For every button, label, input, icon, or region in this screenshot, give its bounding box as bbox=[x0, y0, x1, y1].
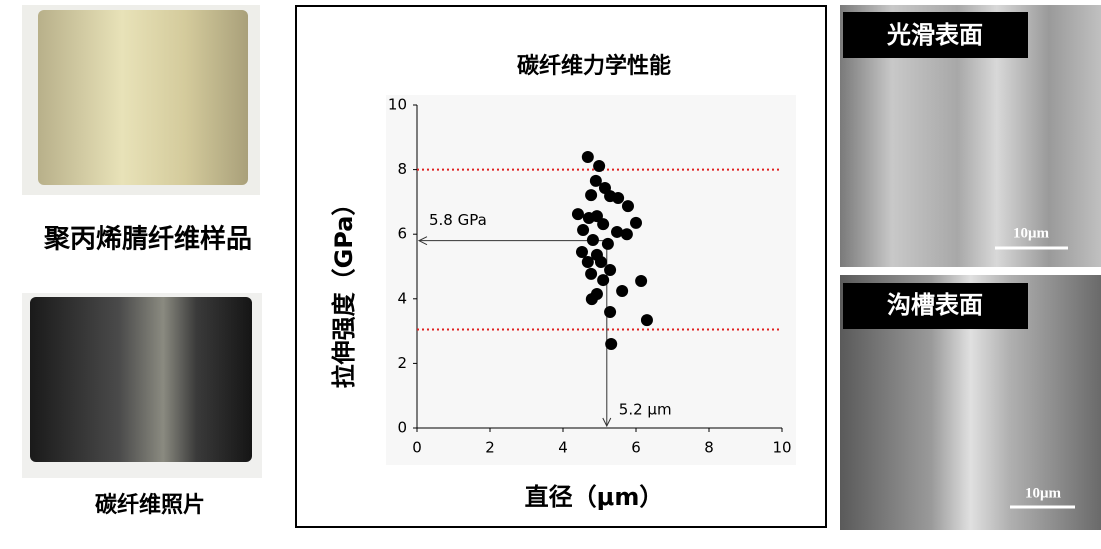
arrow-head bbox=[417, 236, 428, 246]
carbon-label: 碳纤维照片 bbox=[95, 492, 205, 518]
point bbox=[586, 234, 599, 247]
precursor-label: 聚丙烯腈纤维样品 bbox=[43, 224, 252, 255]
point bbox=[577, 224, 590, 237]
plot: 0 2 4 6 8 10 0 2 4 6 8 10 5.8 GPa 5.2 μm bbox=[388, 96, 792, 457]
point bbox=[585, 293, 598, 306]
smooth-scale: 10μm bbox=[1013, 225, 1050, 241]
point bbox=[620, 228, 633, 241]
point bbox=[585, 267, 598, 280]
point bbox=[605, 338, 618, 351]
x-tick-label: 6 bbox=[631, 439, 641, 457]
point bbox=[575, 245, 588, 258]
point bbox=[604, 306, 617, 319]
point bbox=[590, 210, 603, 223]
groove-label-box bbox=[843, 283, 1028, 329]
point bbox=[640, 314, 653, 327]
chart-title: 碳纤维力学性能 bbox=[517, 53, 671, 79]
point bbox=[571, 208, 584, 221]
point bbox=[616, 285, 629, 298]
point bbox=[597, 274, 610, 287]
y-tick-label: 6 bbox=[397, 225, 407, 243]
y-tick-label: 8 bbox=[397, 160, 407, 178]
carbon-photo bbox=[30, 297, 252, 462]
point bbox=[585, 189, 598, 202]
smooth-label: 光滑表面 bbox=[886, 21, 983, 49]
point bbox=[601, 237, 614, 250]
x-tick-label: 2 bbox=[485, 439, 495, 457]
point bbox=[611, 225, 624, 238]
x-tick-label: 8 bbox=[704, 439, 714, 457]
arrow-head bbox=[602, 417, 612, 428]
point bbox=[594, 255, 607, 268]
groove-label: 沟槽表面 bbox=[887, 291, 983, 319]
x-axis-label: 直径（μm） bbox=[525, 483, 664, 511]
y-tick-label: 10 bbox=[388, 96, 407, 114]
y-axis-label: 拉伸强度（GPa） bbox=[330, 192, 358, 389]
y-tick-label: 4 bbox=[397, 289, 407, 307]
groove-scale: 10μm bbox=[1025, 485, 1062, 501]
smooth-label-box bbox=[843, 12, 1028, 58]
point bbox=[581, 255, 594, 268]
point bbox=[581, 151, 594, 164]
point bbox=[635, 275, 648, 288]
y-marker-label: 5.8 GPa bbox=[429, 211, 487, 229]
point bbox=[593, 160, 606, 173]
point bbox=[612, 192, 625, 205]
point bbox=[589, 174, 602, 187]
x-tick-label: 0 bbox=[412, 439, 422, 457]
point bbox=[597, 218, 610, 231]
x-tick-label: 10 bbox=[772, 439, 791, 457]
point bbox=[621, 200, 634, 213]
point bbox=[630, 216, 642, 229]
x-tick-label: 4 bbox=[558, 439, 568, 457]
precursor-photo bbox=[38, 10, 248, 185]
plot-bg bbox=[386, 95, 796, 465]
y-tick-label: 0 bbox=[397, 419, 407, 437]
point bbox=[604, 264, 617, 277]
x-marker-label: 5.2 μm bbox=[619, 401, 672, 419]
y-tick-label: 2 bbox=[397, 354, 407, 372]
